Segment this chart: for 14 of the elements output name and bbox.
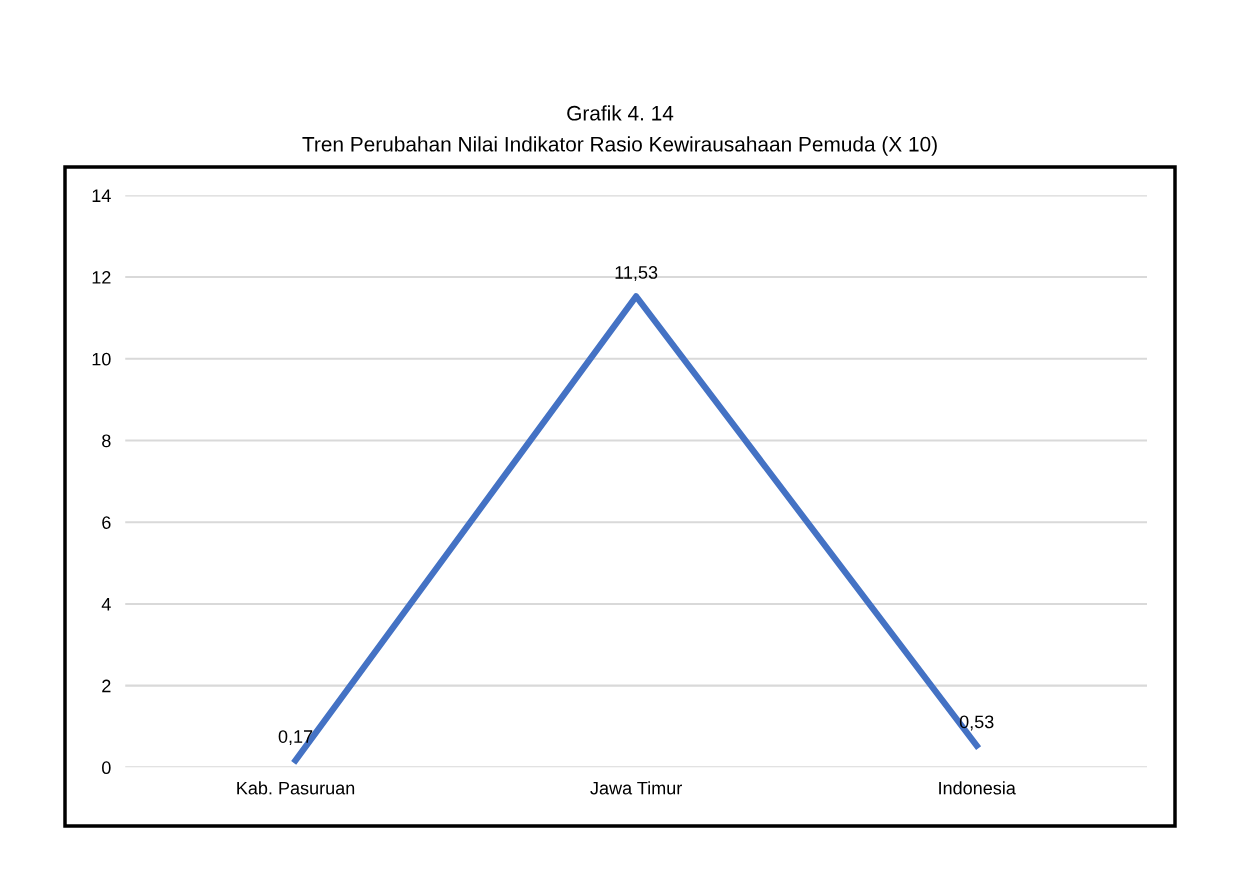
y-tick-label: 6 [102, 516, 111, 529]
y-tick-label: 14 [92, 189, 111, 202]
chart-title: Grafik 4. 14 [567, 105, 674, 121]
y-tick-label: 4 [101, 598, 111, 611]
y-tick-label: 0 [102, 761, 111, 775]
y-tick-label: 10 [92, 352, 111, 366]
y-tick-label: 2 [102, 679, 111, 693]
x-tick-label: Kab. Pasuruan [237, 781, 355, 795]
x-tick-label: Indonesia [939, 781, 1016, 795]
chart-subtitle: Tren Perubahan Nilai Indikator Rasio Kewirausahaan Pemuda (X 10) [302, 136, 937, 156]
data-label: 11,53 [615, 266, 658, 281]
x-tick-label: Jawa Timur [590, 781, 682, 795]
y-tick-label: 8 [102, 434, 111, 448]
y-tick-label: 12 [92, 271, 111, 284]
